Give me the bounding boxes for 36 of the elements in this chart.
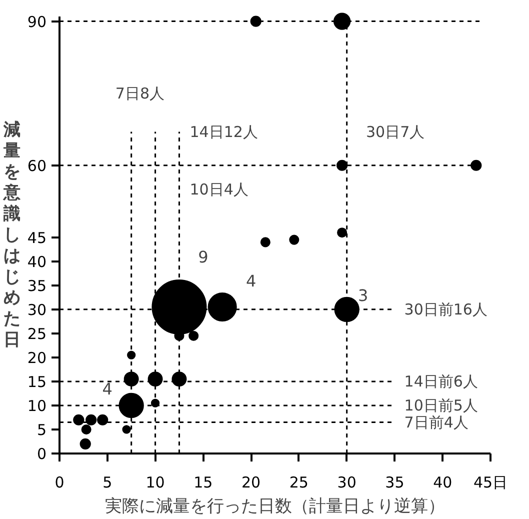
x-tick-label: 45日 xyxy=(473,474,508,492)
y-tick-label: 40 xyxy=(27,252,47,271)
ref-line-label: 30日前16人 xyxy=(404,300,488,318)
x-tick-label: 10 xyxy=(146,474,165,492)
y-tick-label: 25 xyxy=(27,324,47,343)
y-tick-label: 10 xyxy=(27,396,47,415)
x-tick-label: 20 xyxy=(242,474,261,492)
y-tick-label: 90 xyxy=(27,12,47,31)
annotation: 4 xyxy=(246,272,256,291)
x-tick-label: 25 xyxy=(289,474,308,492)
annotation: 3 xyxy=(358,286,368,306)
ref-line-label: 10日4人 xyxy=(190,180,248,198)
y-tick-label: 5 xyxy=(36,420,47,439)
ref-line-label: 14日前6人 xyxy=(404,372,478,390)
x-tick-label: 30 xyxy=(337,474,356,492)
y-tick-label: 20 xyxy=(27,348,47,367)
annotation: 4 xyxy=(102,380,112,399)
x-tick-label: 40 xyxy=(433,474,452,492)
x-tick-label: 15 xyxy=(194,474,213,492)
annotation: 9 xyxy=(198,248,208,267)
y-tick-label: 45 xyxy=(27,228,47,247)
x-axis-title: 実際に減量を行った日数（計量日より逆算） xyxy=(105,496,445,516)
x-tick-label: 0 xyxy=(54,474,64,492)
text: 減量を意識しはじめた日 xyxy=(3,120,20,350)
y-tick-label: 35 xyxy=(27,276,47,295)
ref-line-label: 30日7人 xyxy=(366,122,425,141)
y-tick-label: 60 xyxy=(27,156,47,175)
ref-line-label: 7日前4人 xyxy=(404,413,468,432)
x-tick-label: 5 xyxy=(102,474,112,492)
ref-line-label: 14日12人 xyxy=(190,122,258,141)
x-tick-label: 35 xyxy=(385,474,404,492)
ref-line-label: 7日8人 xyxy=(115,84,165,102)
y-tick-label: 30 xyxy=(27,300,47,319)
ref-line-label: 10日前5人 xyxy=(404,396,478,414)
y-tick-label: 0 xyxy=(36,445,47,463)
y-tick-label: 15 xyxy=(27,372,47,391)
